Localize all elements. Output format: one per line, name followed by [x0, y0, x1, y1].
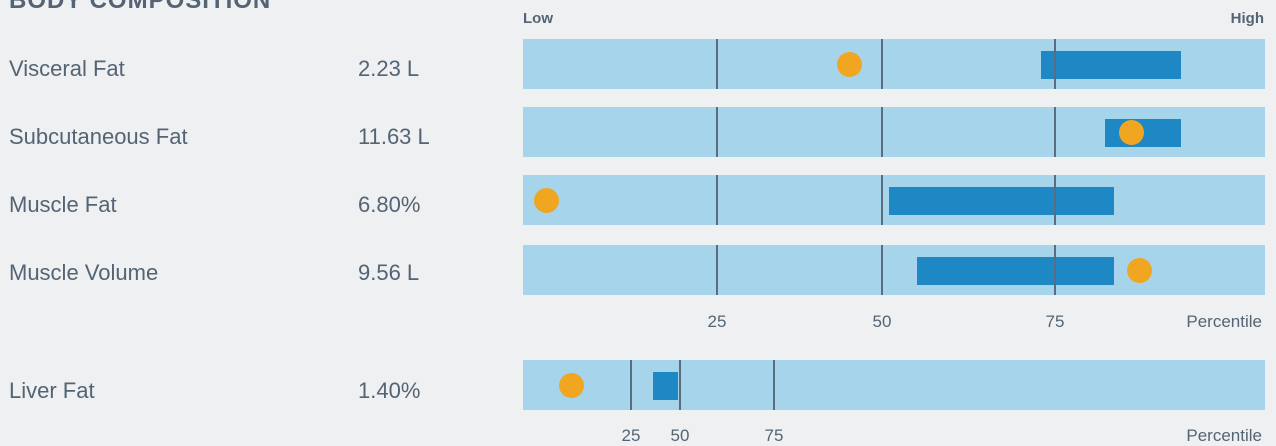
marker-dot-muscle-fat [534, 188, 560, 213]
tick-75 [1054, 107, 1056, 157]
marker-dot-liver-fat [558, 373, 584, 398]
range-bar-liver-fat [652, 372, 679, 400]
axis-tick-label-75-liver: 75 [764, 426, 784, 445]
metric-label-subcutaneous-fat: Subcutaneous Fat [9, 124, 188, 149]
metric-label-visceral-fat: Visceral Fat [9, 56, 125, 81]
tick-25 [716, 245, 718, 295]
tick-25 [716, 107, 718, 157]
tick-75 [1054, 245, 1056, 295]
tick-25-liver [630, 360, 632, 410]
track-subcutaneous-fat [523, 107, 1265, 157]
tick-25 [716, 175, 718, 225]
section-title: BODY COMPOSITION [9, 0, 272, 14]
axis-tick-label-25: 25 [707, 312, 727, 331]
metric-value-subcutaneous-fat: 11.63 L [358, 124, 430, 149]
metric-label-liver-fat: Liver Fat [9, 378, 95, 403]
tick-50 [881, 107, 883, 157]
axis-tick-label-50-liver: 50 [670, 426, 690, 445]
track-liver-fat [523, 360, 1265, 410]
tick-50 [881, 39, 883, 89]
metric-value-liver-fat: 1.40% [358, 378, 421, 403]
axis-tick-label-50: 50 [872, 312, 892, 331]
tick-50 [881, 175, 883, 225]
metric-label-muscle-volume: Muscle Volume [9, 260, 159, 285]
tick-50-liver [679, 360, 681, 410]
axis-tick-label-75: 75 [1045, 312, 1065, 331]
range-bar-muscle-volume [916, 257, 1114, 285]
axis-tick-label-25-liver: 25 [621, 426, 641, 445]
track-muscle-fat [523, 175, 1265, 225]
metric-value-visceral-fat: 2.23 L [358, 56, 420, 81]
track-visceral-fat [523, 39, 1265, 89]
metric-value-muscle-volume: 9.56 L [358, 260, 420, 285]
high-label: High [1230, 10, 1264, 27]
marker-dot-subcutaneous-fat [1118, 120, 1144, 145]
axis-title-percentile: Percentile [1186, 312, 1262, 331]
range-bar-visceral-fat [1041, 51, 1181, 79]
tick-50 [881, 245, 883, 295]
tick-75 [1054, 175, 1056, 225]
metric-value-muscle-fat: 6.80% [358, 192, 421, 217]
metric-label-muscle-fat: Muscle Fat [9, 192, 117, 217]
tick-75 [1054, 39, 1056, 89]
tick-25 [716, 39, 718, 89]
axis-title-percentile-liver: Percentile [1186, 426, 1262, 445]
low-label: Low [523, 10, 553, 27]
marker-dot-muscle-volume [1127, 258, 1152, 283]
range-bar-muscle-fat [888, 187, 1114, 215]
track-muscle-volume [523, 245, 1265, 295]
marker-dot-visceral-fat [837, 52, 862, 77]
tick-75-liver [773, 360, 775, 410]
